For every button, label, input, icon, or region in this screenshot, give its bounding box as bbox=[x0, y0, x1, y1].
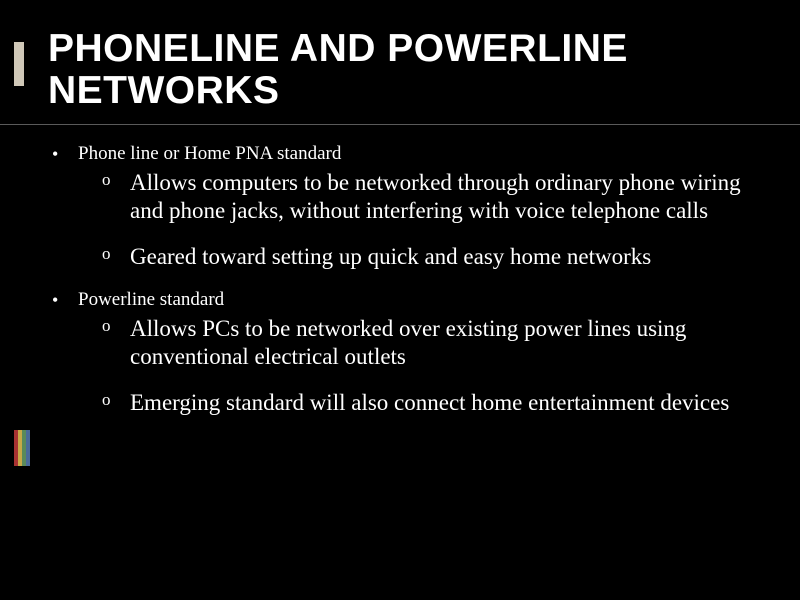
sub-item: o Geared toward setting up quick and eas… bbox=[102, 243, 752, 271]
left-accent-block bbox=[14, 42, 24, 86]
sub-list: o Allows PCs to be networked over existi… bbox=[102, 315, 752, 416]
sub-text: Emerging standard will also connect home… bbox=[130, 389, 739, 417]
sub-text: Geared toward setting up quick and easy … bbox=[130, 243, 661, 271]
slide-container: PHONELINE AND POWERLINE NETWORKS • Phone… bbox=[0, 0, 800, 600]
bullet-marker: • bbox=[48, 288, 78, 313]
side-color-stripes bbox=[14, 430, 30, 466]
bullet-item: • Phone line or Home PNA standard bbox=[48, 142, 752, 167]
sub-marker: o bbox=[102, 169, 130, 224]
sub-item: o Allows PCs to be networked over existi… bbox=[102, 315, 752, 370]
title-region: PHONELINE AND POWERLINE NETWORKS bbox=[48, 28, 752, 112]
sub-marker: o bbox=[102, 243, 130, 271]
sub-text: Allows computers to be networked through… bbox=[130, 169, 752, 224]
sub-list: o Allows computers to be networked throu… bbox=[102, 169, 752, 270]
stripe-4 bbox=[26, 430, 30, 466]
sub-marker: o bbox=[102, 389, 130, 417]
bullet-text: Phone line or Home PNA standard bbox=[78, 142, 341, 167]
horizontal-rule bbox=[0, 124, 800, 125]
sub-item: o Allows computers to be networked throu… bbox=[102, 169, 752, 224]
bullet-text: Powerline standard bbox=[78, 288, 224, 313]
sub-marker: o bbox=[102, 315, 130, 370]
content-region: • Phone line or Home PNA standard o Allo… bbox=[48, 142, 752, 416]
sub-text: Allows PCs to be networked over existing… bbox=[130, 315, 752, 370]
bullet-marker: • bbox=[48, 142, 78, 167]
sub-item: o Emerging standard will also connect ho… bbox=[102, 389, 752, 417]
bullet-item: • Powerline standard bbox=[48, 288, 752, 313]
slide-title: PHONELINE AND POWERLINE NETWORKS bbox=[48, 28, 752, 112]
